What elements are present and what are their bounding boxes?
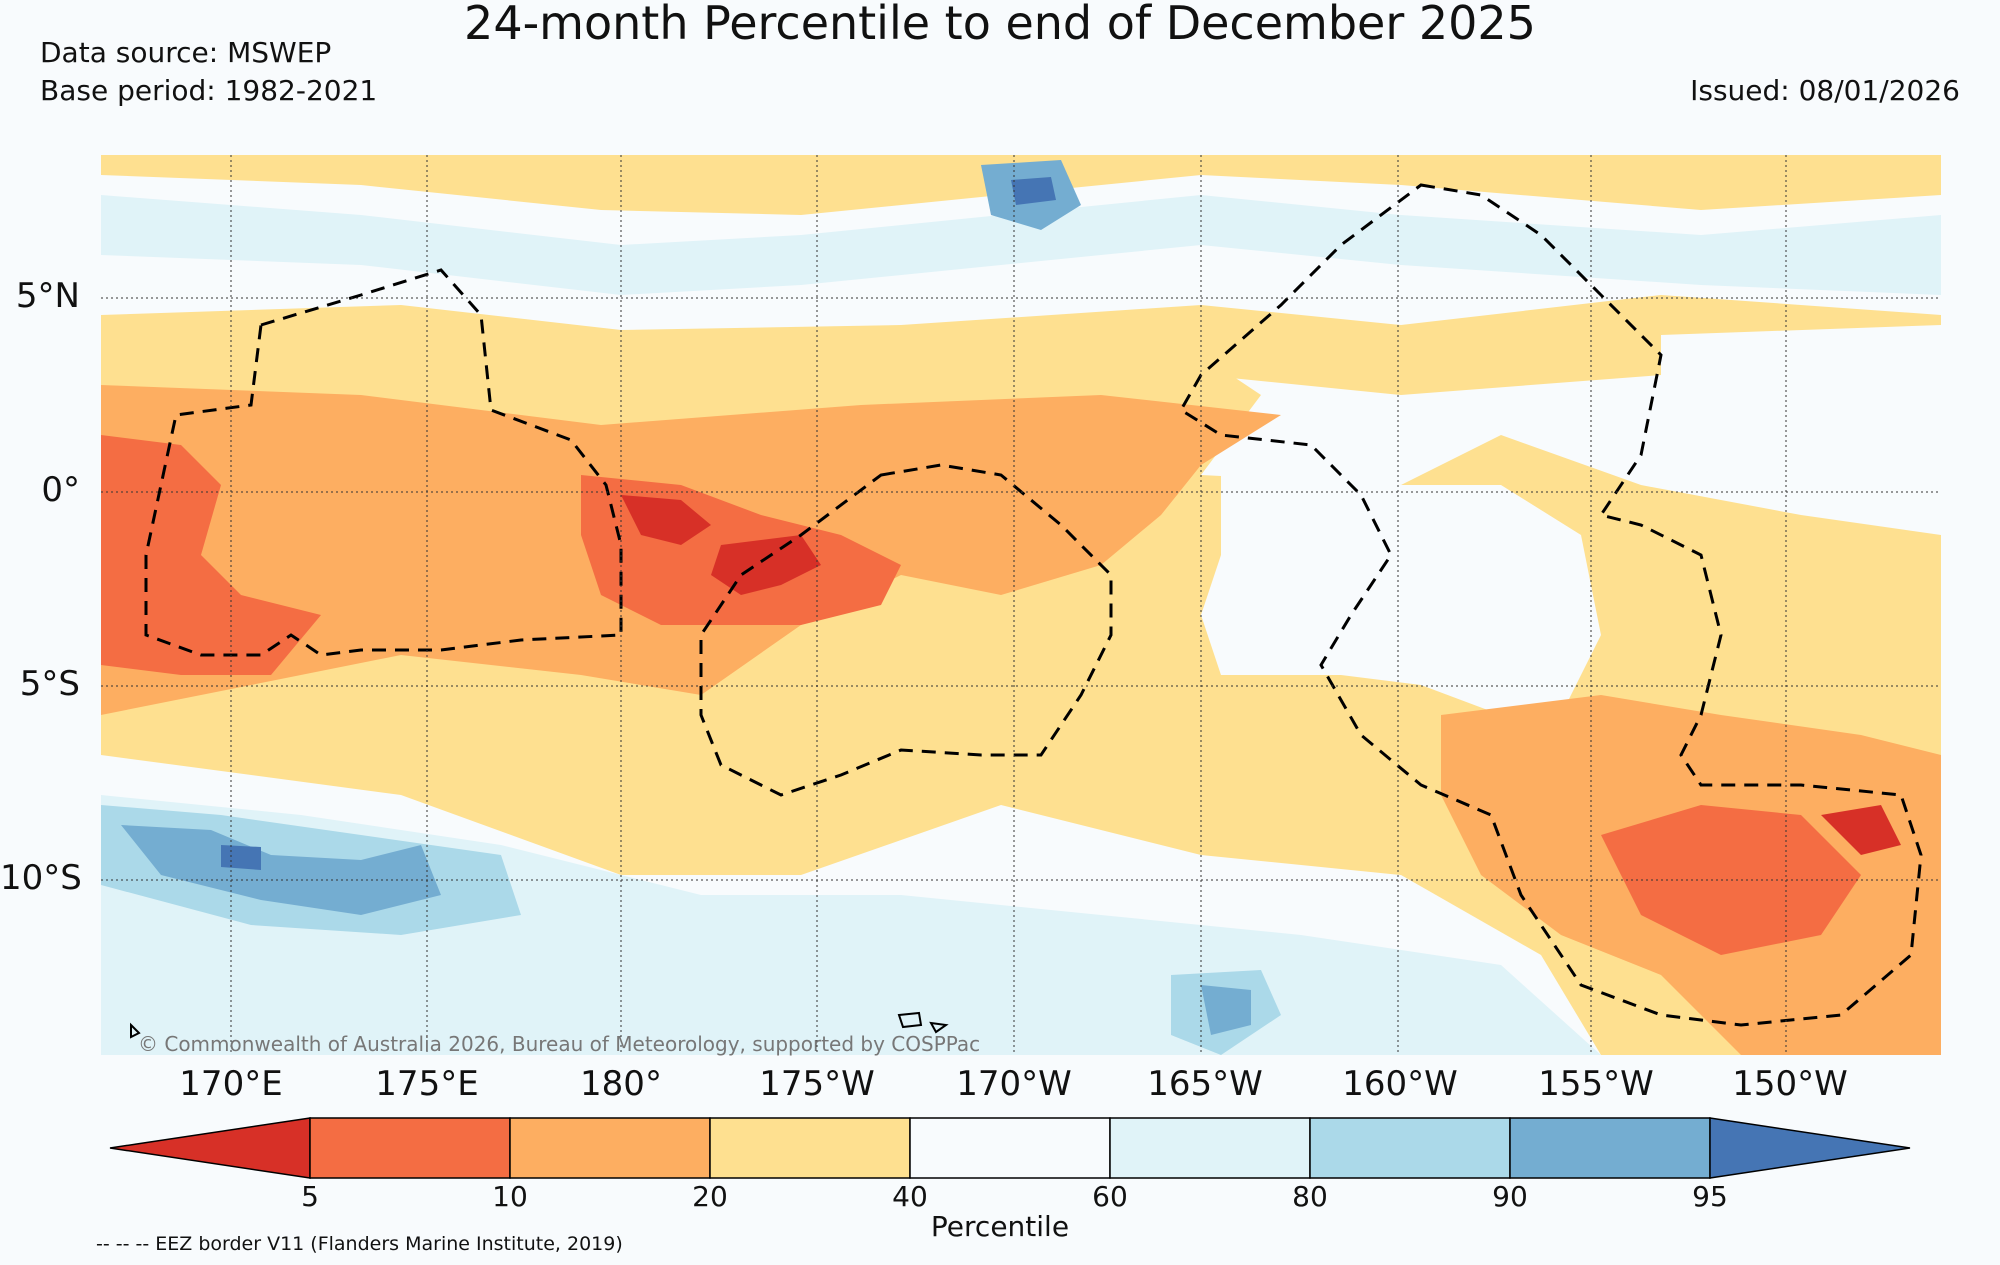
colorbar-tick: 5 — [301, 1180, 319, 1213]
colorbar-bin — [909, 1117, 1111, 1179]
map-gridlines — [101, 155, 1941, 1055]
colorbar-tick: 40 — [892, 1180, 928, 1213]
issued-date: Issued: 08/01/2026 — [1690, 74, 1960, 107]
colorbar-tick: 20 — [692, 1180, 728, 1213]
colorbar-bin — [1509, 1117, 1711, 1179]
colorbar-bin — [1109, 1117, 1311, 1179]
lon-label: 170°E — [179, 1064, 283, 1104]
eez-border-central — [699, 463, 1113, 797]
percentile-map — [101, 155, 1941, 1055]
colorbar-tick: 60 — [1092, 1180, 1128, 1213]
spot-south-midblue-2 — [1201, 985, 1251, 1035]
eez-borders — [144, 183, 1923, 1027]
island-outlines — [130, 1011, 949, 1039]
core-se-red — [1821, 805, 1901, 855]
colorbar-tick: 80 — [1292, 1180, 1328, 1213]
lon-label: 170°W — [956, 1064, 1072, 1104]
spot-south-darkblue — [221, 845, 261, 870]
colorbar-bin — [709, 1117, 911, 1179]
core-west-darkorange — [101, 435, 321, 675]
island-outline — [929, 1021, 949, 1034]
lon-label: 165°W — [1147, 1064, 1263, 1104]
island-outline — [130, 1022, 141, 1039]
data-source: Data source: MSWEP — [40, 36, 332, 69]
island-outline — [897, 1011, 923, 1029]
lon-label: 180° — [580, 1064, 662, 1104]
colorbar-tick: 10 — [492, 1180, 528, 1213]
lat-label: 5°S — [19, 664, 80, 704]
copyright-notice: © Commonwealth of Australia 2026, Bureau… — [138, 1032, 981, 1056]
eez-legend-note: -- -- -- EEZ border V11 (Flanders Marine… — [96, 1233, 623, 1255]
colorbar-label: Percentile — [930, 1210, 1070, 1243]
colorbar-bin — [1309, 1117, 1511, 1179]
colorbar-tick: 95 — [1692, 1180, 1728, 1213]
core-central-red-2 — [711, 535, 821, 595]
lat-label: 10°S — [0, 858, 82, 898]
band-east-white-2 — [1661, 325, 1941, 505]
lon-label: 155°W — [1538, 1064, 1654, 1104]
chart-title: 24-month Percentile to end of December 2… — [464, 0, 1536, 50]
band-south-midblue — [121, 825, 441, 915]
band-east-white — [1201, 455, 1601, 715]
lat-label: 5°N — [15, 276, 80, 316]
lon-label: 150°W — [1732, 1064, 1848, 1104]
eez-border-east — [1178, 183, 1923, 1027]
colorbar-tick: 90 — [1492, 1180, 1528, 1213]
lat-label: 0° — [41, 470, 80, 510]
lon-label: 175°W — [759, 1064, 875, 1104]
core-central-red — [621, 495, 711, 545]
eez-border-west — [144, 268, 623, 657]
band-north-lightblue — [101, 195, 1941, 295]
colorbar — [109, 1117, 1911, 1179]
base-period: Base period: 1982-2021 — [40, 74, 378, 107]
lon-label: 160°W — [1342, 1064, 1458, 1104]
colorbar-bin — [309, 1117, 511, 1179]
colorbar-bin — [1709, 1117, 1911, 1179]
spot-north-darkblue — [1011, 177, 1056, 205]
colorbar-bin — [109, 1117, 311, 1179]
lon-label: 175°E — [375, 1064, 479, 1104]
colorbar-bin — [509, 1117, 711, 1179]
